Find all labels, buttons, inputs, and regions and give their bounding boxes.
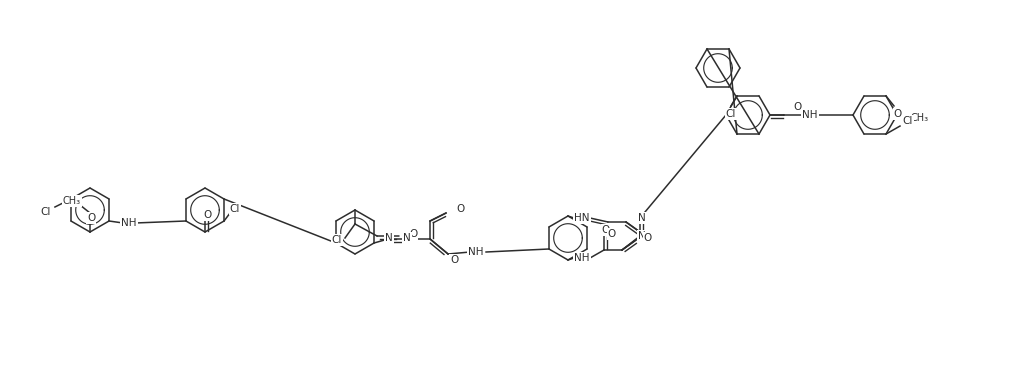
Text: Cl: Cl xyxy=(229,204,240,214)
Text: Cl: Cl xyxy=(41,207,51,217)
Text: O: O xyxy=(608,229,616,239)
Text: NH: NH xyxy=(121,218,137,228)
Text: O: O xyxy=(86,213,95,223)
Text: O: O xyxy=(640,231,648,241)
Text: O: O xyxy=(456,204,464,214)
Text: Cl: Cl xyxy=(725,109,736,119)
Text: NH: NH xyxy=(803,110,818,120)
Text: NH: NH xyxy=(468,247,484,257)
Text: N: N xyxy=(385,233,393,243)
Text: CH₃: CH₃ xyxy=(911,113,929,123)
Text: O: O xyxy=(602,225,610,235)
Text: Cl: Cl xyxy=(331,235,343,245)
Text: O: O xyxy=(644,233,652,243)
Text: O: O xyxy=(894,109,902,119)
Text: HN: HN xyxy=(574,213,590,223)
Text: N: N xyxy=(638,231,646,241)
Text: N: N xyxy=(403,233,411,243)
Text: CH₃: CH₃ xyxy=(63,196,81,206)
Text: NH: NH xyxy=(574,253,590,263)
Text: Cl: Cl xyxy=(902,116,913,126)
Text: O: O xyxy=(794,102,803,112)
Text: O: O xyxy=(203,210,211,220)
Text: N: N xyxy=(638,213,646,223)
Text: O: O xyxy=(450,255,458,265)
Text: O: O xyxy=(409,229,417,239)
